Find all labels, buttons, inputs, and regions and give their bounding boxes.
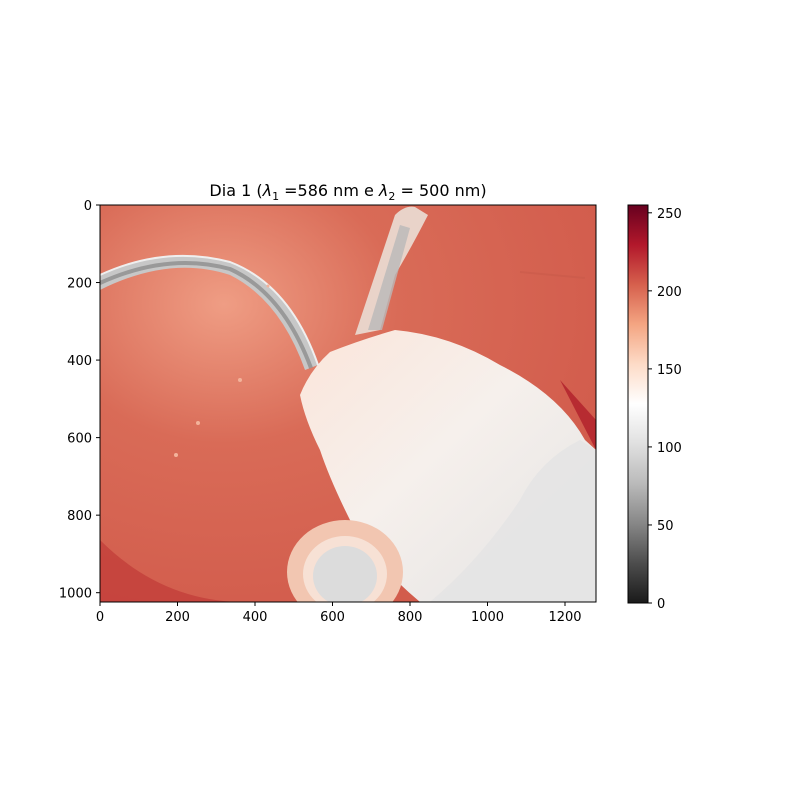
x-tick-label: 1000: [471, 610, 504, 625]
x-tick-label: 400: [243, 610, 268, 625]
x-tick-label: 800: [398, 610, 423, 625]
x-tick-label: 0: [96, 610, 104, 625]
colorbar-tick-label: 50: [657, 519, 674, 534]
streak: [519, 271, 586, 279]
y-tick-label: 1000: [59, 587, 92, 602]
tube-left-edge: [100, 254, 319, 366]
x-tick-label: 200: [165, 610, 190, 625]
chart-title: Dia 1 (λ1 =586 nm e λ2 = 500 nm): [209, 181, 486, 203]
x-tick-label: 600: [320, 610, 345, 625]
tube-left: [100, 255, 318, 370]
colorbar-tick-label: 0: [657, 597, 665, 612]
heatmap-dark-corner: [100, 540, 240, 602]
y-tick-label: 600: [67, 432, 92, 447]
speck: [238, 378, 242, 382]
y-axis: 0 200 400 600 800 1000: [59, 199, 100, 602]
colorbar-tick-label: 200: [657, 285, 682, 300]
plot-frame: [99, 204, 597, 603]
colorbar-tick-label: 150: [657, 363, 682, 378]
tissue-gray-region: [430, 440, 596, 602]
disk: [313, 546, 377, 602]
colorbar-axis: 0 50 100 150 200 250: [648, 207, 682, 612]
colorbar-tick-label: 100: [657, 441, 682, 456]
x-tick-label: 1200: [548, 610, 581, 625]
speck: [266, 284, 270, 288]
x-axis: 0 200 400 600 800 1000 1200: [96, 602, 582, 625]
colorbar: [627, 204, 649, 604]
y-tick-label: 200: [67, 277, 92, 292]
heatmap-dark-edge: [560, 380, 596, 450]
y-tick-label: 800: [67, 509, 92, 524]
speck: [174, 453, 178, 457]
y-tick-label: 0: [84, 199, 92, 214]
colorbar-tick-label: 250: [657, 207, 682, 222]
y-tick-label: 400: [67, 354, 92, 369]
tube-upper-core: [368, 225, 410, 330]
heatmap-image: [100, 205, 596, 602]
tube-left-highlight: [100, 261, 313, 369]
speck: [196, 421, 200, 425]
